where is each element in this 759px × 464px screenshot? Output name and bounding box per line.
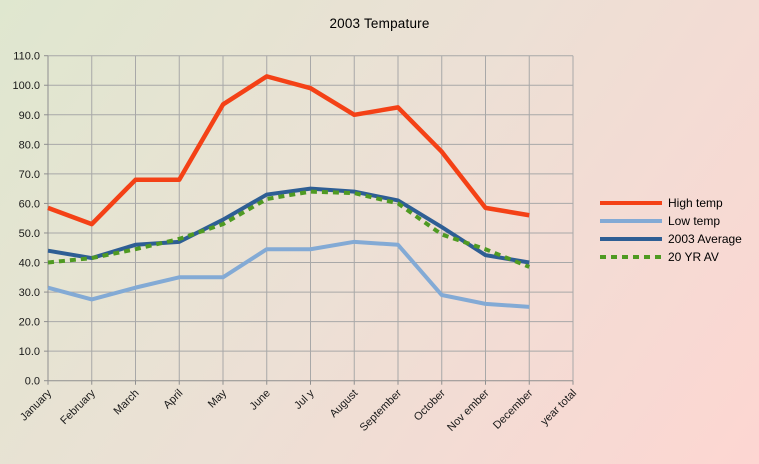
legend-label: 20 YR AV bbox=[668, 249, 719, 264]
legend-item-low-temp: Low temp bbox=[600, 213, 742, 228]
legend-item-2003-average: 2003 Average bbox=[600, 231, 742, 246]
series-line-low-temp bbox=[47, 239, 530, 309]
legend: High temp Low temp 2003 Average 20 YR AV bbox=[600, 195, 742, 264]
x-axis-tick-label: March bbox=[112, 387, 142, 417]
y-axis-tick-label: 90.0 bbox=[19, 110, 40, 122]
y-axis-tick-label: 110.0 bbox=[13, 51, 40, 63]
x-axis-tick-label: December bbox=[491, 387, 536, 432]
series-line-20-yr-av bbox=[47, 189, 531, 269]
y-axis-tick-label: 60.0 bbox=[19, 198, 40, 210]
x-axis-tick-label: April bbox=[161, 387, 185, 411]
legend-label: 2003 Average bbox=[668, 231, 742, 246]
x-axis-tick-label: January bbox=[18, 387, 55, 424]
legend-swatch-20-yr-av bbox=[600, 254, 662, 259]
y-axis-tick-label: 80.0 bbox=[19, 139, 40, 151]
x-axis-tick-label: September bbox=[358, 387, 405, 434]
legend-swatch-2003-average bbox=[600, 236, 662, 241]
x-axis-tick-label: June bbox=[248, 387, 273, 412]
x-axis-tick-label: year total bbox=[539, 387, 579, 427]
series-line-2003-average bbox=[47, 186, 530, 265]
legend-swatch-low-temp bbox=[600, 218, 662, 223]
y-axis-tick-label: 70.0 bbox=[19, 169, 40, 181]
x-axis-tick-label: August bbox=[328, 387, 361, 420]
legend-item-20-yr-av: 20 YR AV bbox=[600, 249, 742, 264]
x-axis-tick-label: May bbox=[206, 387, 230, 411]
legend-swatch-high-temp bbox=[600, 200, 662, 205]
x-axis-tick-label: October bbox=[412, 387, 448, 423]
x-axis-tick-label: Jul y bbox=[292, 387, 317, 412]
y-axis-tick-label: 50.0 bbox=[19, 228, 40, 240]
series-line-high-temp bbox=[47, 74, 530, 227]
y-axis-tick-label: 100.0 bbox=[12, 80, 40, 92]
legend-label: Low temp bbox=[668, 213, 721, 228]
legend-label: High temp bbox=[668, 195, 723, 210]
legend-item-high-temp: High temp bbox=[600, 195, 742, 210]
chart-title: 2003 Tempature bbox=[329, 16, 430, 31]
y-axis-tick-label: 10.0 bbox=[19, 346, 40, 358]
y-axis-tick-label: 20.0 bbox=[19, 317, 40, 329]
y-axis-tick-label: 0.0 bbox=[25, 376, 40, 388]
y-axis-tick-label: 30.0 bbox=[19, 287, 40, 299]
y-axis-tick-label: 40.0 bbox=[19, 258, 40, 270]
x-axis-tick-label: February bbox=[58, 387, 98, 427]
x-axis-tick-label: Nov ember bbox=[445, 387, 492, 434]
